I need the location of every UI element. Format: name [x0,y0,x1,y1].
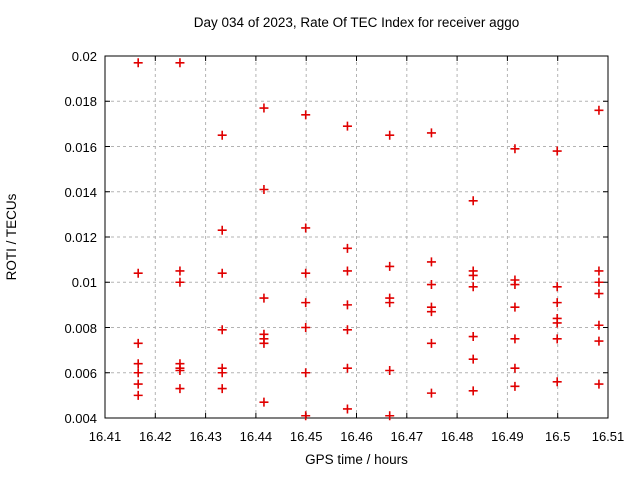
data-point-marker [385,365,395,375]
data-point-marker [594,266,604,276]
data-point-marker [426,128,436,138]
data-point-marker [468,386,478,396]
data-point-marker [133,379,143,389]
data-point-marker [175,365,185,375]
x-axis-label: GPS time / hours [305,452,408,467]
y-tick-label: 0.01 [71,275,97,291]
x-tick-label: 16.5 [545,429,571,444]
data-point-marker [175,266,185,276]
data-point-marker [552,282,562,292]
data-point-marker [259,338,269,348]
data-point-marker [426,388,436,398]
data-point-marker [594,289,604,299]
data-point-marker [342,363,352,373]
data-point-marker [133,338,143,348]
data-point-marker [175,277,185,287]
data-point-marker [217,268,227,278]
data-point-marker [342,243,352,253]
x-tick-label: 16.51 [591,429,625,444]
data-point-marker [552,146,562,156]
data-point-marker [217,384,227,394]
data-point-marker [510,363,520,373]
x-tick-label: 16.49 [491,429,524,444]
data-point-marker [342,300,352,310]
x-tick-label: 16.48 [440,429,474,444]
x-tick-label: 16.42 [139,429,172,444]
data-point-marker [385,130,395,140]
y-tick-label: 0.008 [64,320,97,336]
data-point-marker [342,404,352,414]
data-point-marker [594,105,604,115]
data-point-marker [468,332,478,342]
data-point-marker [426,307,436,317]
data-point-marker [426,338,436,348]
data-point-marker [301,368,311,378]
data-point-marker [510,302,520,312]
data-point-marker [385,261,395,271]
data-point-marker [552,298,562,308]
x-tick-label: 16.44 [239,429,273,444]
data-point-marker [133,359,143,369]
data-point-marker [259,184,269,194]
data-point-marker [342,121,352,131]
y-tick-label: 0.004 [64,411,97,426]
data-point-marker [133,58,143,68]
data-point-marker [468,282,478,292]
data-point-marker [301,268,311,278]
y-tick-label: 0.014 [64,184,97,200]
data-point-marker [468,196,478,206]
data-point-marker [301,298,311,308]
chart-title: Day 034 of 2023, Rate Of TEC Index for r… [193,15,520,30]
data-point-marker [510,334,520,344]
data-point-marker [259,397,269,407]
data-point-marker [594,379,604,389]
data-point-marker [217,368,227,378]
data-point-marker [301,323,311,332]
data-point-marker [468,270,478,280]
y-tick-label: 0.018 [64,94,97,110]
data-point-marker [301,411,311,421]
data-point-marker [552,377,562,387]
data-point-marker [217,325,227,335]
y-tick-label: 0.012 [64,230,97,245]
data-point-marker [552,334,562,344]
data-point-marker [133,368,143,378]
data-point-marker [301,110,311,120]
data-point-marker [385,298,395,308]
data-point-marker [133,268,143,278]
data-point-marker [175,384,185,394]
data-point-marker [426,257,436,267]
data-point-marker [385,411,395,421]
data-point-marker [468,354,478,364]
data-point-marker [510,381,520,391]
y-tick-label: 0.006 [64,365,97,381]
data-point-marker [342,266,352,276]
data-point-marker [133,390,143,400]
data-point-marker [426,280,436,290]
data-point-marker [594,277,604,287]
x-tick-label: 16.47 [390,429,424,444]
data-point-marker [259,103,269,113]
data-point-marker [510,144,520,154]
data-point-marker [301,223,311,233]
x-tick-label: 16.46 [340,429,373,444]
data-point-marker [342,325,352,335]
data-point-marker [510,280,520,290]
data-point-marker [217,225,227,235]
data-point-marker [175,58,185,68]
x-tick-label: 16.41 [88,429,122,444]
y-tick-label: 0.02 [71,49,97,64]
data-point-marker [259,293,269,303]
data-point-marker [217,130,227,140]
data-point-marker [594,336,604,346]
x-tick-label: 16.45 [289,429,323,444]
x-tick-label: 16.43 [189,429,222,444]
y-tick-label: 0.016 [64,139,97,155]
data-point-marker [594,320,604,330]
data-point-marker [552,318,562,328]
